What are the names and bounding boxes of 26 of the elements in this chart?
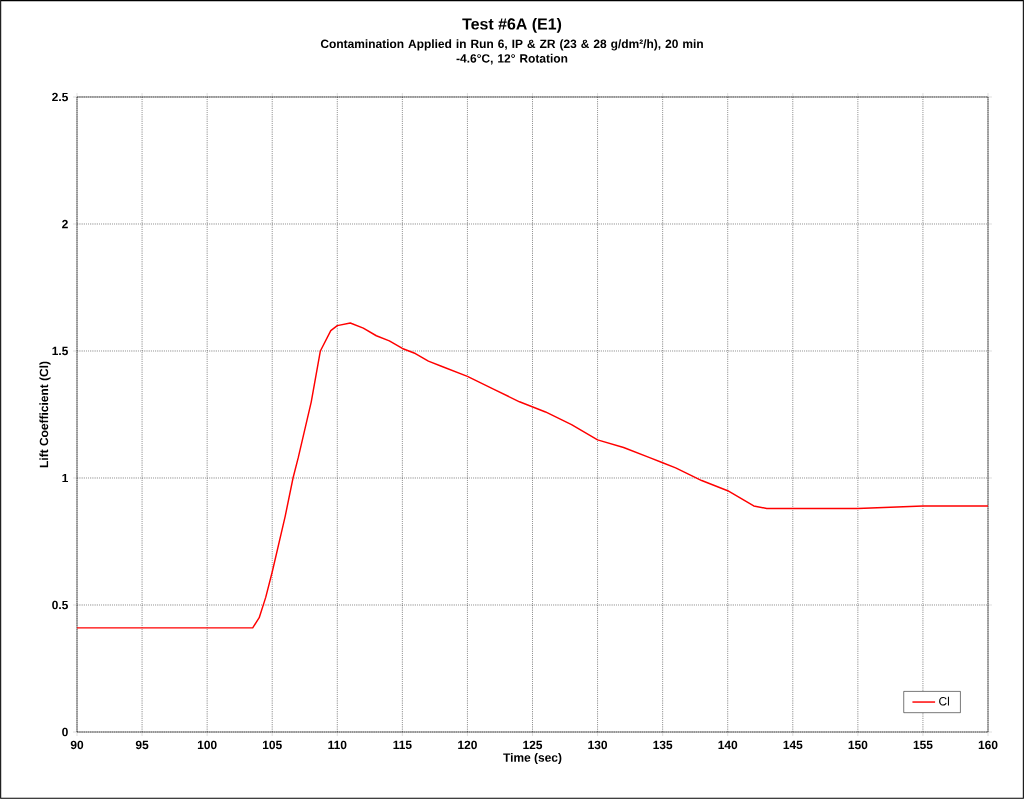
chart-subtitle: Contamination Applied in Run 6, IP & ZR (23 & 28 g/dm²/h), 20 min -4.6°C, 12° Rotation [320,39,703,65]
x-tick-label: 150 [848,740,868,750]
x-tick-label: 105 [262,740,282,750]
y-tick-label: 1 [62,473,68,483]
y-tick-label: 2.5 [52,92,68,102]
x-tick-label: 100 [197,740,217,750]
legend-label: Cl [939,696,949,706]
y-tick-label: 0.5 [52,600,68,610]
chart-title: Test #6A (E1) [462,17,562,33]
x-tick-label: 160 [978,740,998,750]
x-tick-label: 95 [135,740,149,750]
y-tick-label: 1.5 [52,346,68,356]
x-tick-label: 90 [70,740,84,750]
x-axis-title: Time (sec) [503,752,562,765]
x-tick-label: 135 [653,740,673,750]
x-tick-label: 115 [393,740,412,750]
x-tick-label: 110 [328,740,347,750]
x-tick-label: 120 [458,740,477,750]
y-axis-title: Lift Coefficient (Cl) [39,361,51,468]
x-tick-label: 130 [588,740,608,750]
y-tick-label: 0 [62,727,68,737]
y-tick-label: 2 [62,219,68,229]
x-tick-label: 145 [783,740,803,750]
x-tick-label: 125 [523,740,543,750]
x-tick-label: 155 [913,740,933,750]
x-tick-label: 140 [718,740,738,750]
